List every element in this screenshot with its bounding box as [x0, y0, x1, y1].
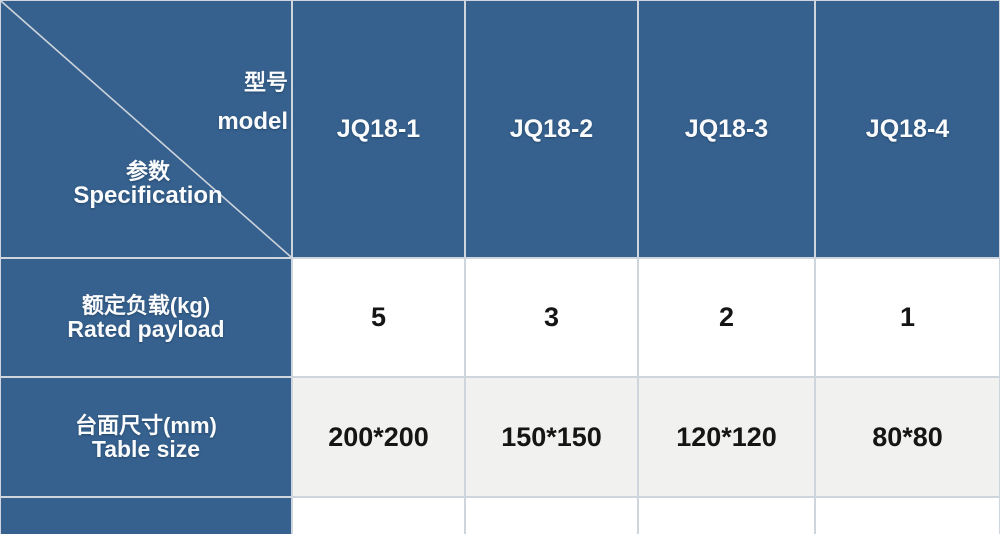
row-label-rated-payload: 额定负载(kg) Rated payload [1, 259, 291, 376]
value-cell-payload-jq18-4: 1 [816, 259, 999, 376]
row-label-en: Rated payload [67, 316, 225, 342]
value-cell-partial-jq18-1 [293, 498, 464, 534]
row-label-table-size: 台面尺寸(mm) Table size [1, 378, 291, 496]
value-cell-payload-jq18-1: 5 [293, 259, 464, 376]
corner-header-cell: 型号 model 参数 Specification [1, 1, 291, 257]
value-cell-size-jq18-4: 80*80 [816, 378, 999, 496]
value-cell-size-jq18-1: 200*200 [293, 378, 464, 496]
model-label-en: model [217, 108, 288, 135]
value-cell-payload-jq18-2: 3 [466, 259, 637, 376]
value-cell-partial-jq18-3 [639, 498, 814, 534]
column-header-jq18-2: JQ18-2 [466, 1, 637, 257]
corner-specification-label: 参数 Specification [49, 160, 247, 209]
value-cell-size-jq18-3: 120*120 [639, 378, 814, 496]
row-label-cn: 台面尺寸(mm) [75, 412, 217, 438]
column-header-jq18-4: JQ18-4 [816, 1, 999, 257]
diagonal-divider-line [1, 1, 291, 257]
value-cell-partial-jq18-4 [816, 498, 999, 534]
value-cell-partial-jq18-2 [466, 498, 637, 534]
column-header-jq18-1: JQ18-1 [293, 1, 464, 257]
row-label-cn: 额定负载(kg) [81, 293, 211, 318]
specification-label-en: Specification [73, 182, 223, 209]
row-label-partial [1, 498, 291, 534]
value-cell-size-jq18-2: 150*150 [466, 378, 637, 496]
specification-label-cn: 参数 [125, 159, 170, 184]
column-header-jq18-3: JQ18-3 [639, 1, 814, 257]
model-label-cn: 型号 [243, 70, 288, 95]
value-cell-payload-jq18-3: 2 [639, 259, 814, 376]
row-label-en: Table size [91, 435, 201, 462]
corner-model-label: 型号 model [217, 71, 288, 135]
